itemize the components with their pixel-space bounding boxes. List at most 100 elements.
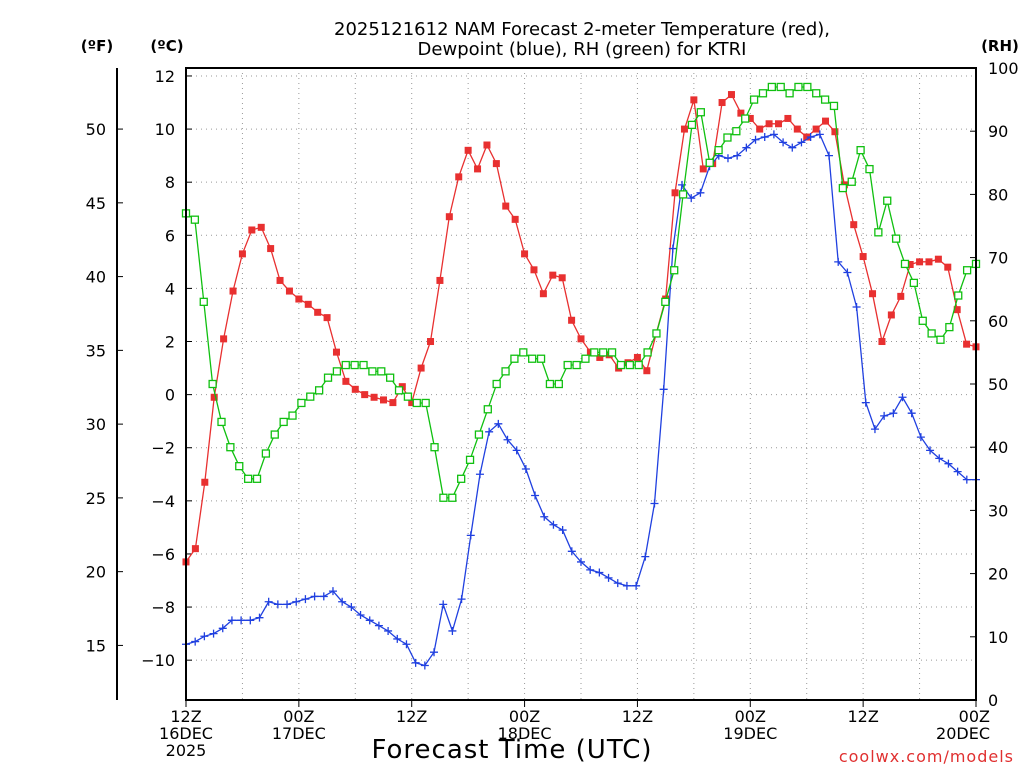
dewpoint-point (861, 398, 870, 407)
dewpoint-point (852, 302, 861, 311)
rh-point (962, 266, 972, 275)
dewpoint-point (604, 573, 613, 582)
temperature-point (831, 128, 839, 136)
rh-point (359, 360, 368, 370)
dewpoint-point (365, 616, 374, 625)
dewpoint-point (420, 661, 429, 670)
dewpoint-point (962, 475, 971, 484)
temperature-point (812, 125, 820, 133)
rh-point (954, 291, 963, 300)
plot-frame (185, 67, 977, 701)
temperature-point (530, 266, 538, 274)
rh-point (510, 354, 519, 363)
dewpoint-point (328, 587, 337, 596)
rh-point (758, 89, 768, 98)
temperature-point (257, 223, 265, 231)
celsius-tick-label: 10 (155, 120, 175, 139)
rh-unit-label: (RH) (981, 37, 1019, 55)
rh-point (465, 455, 475, 464)
dewpoint-point (723, 154, 732, 163)
dewpoint-point (338, 597, 347, 606)
dewpoint-point (825, 151, 834, 160)
dewpoint-point (870, 425, 879, 434)
rh-point (350, 360, 359, 370)
temperature-point (577, 335, 585, 343)
rh-tick-label: 80 (988, 185, 1008, 204)
rh-point (741, 114, 750, 123)
time-tick-label: 00Z (283, 707, 314, 726)
rh-point (536, 354, 546, 363)
rh-point (217, 417, 226, 427)
dewpoint-point (374, 621, 383, 630)
fahrenheit-tick-label: 30 (86, 415, 106, 434)
rh-point (368, 367, 377, 376)
celsius-tick-label: 4 (165, 279, 175, 298)
dewpoint-point (430, 648, 439, 657)
dewpoint-point (907, 409, 916, 418)
fahrenheit-tick-label: 25 (86, 489, 106, 508)
temperature-point (906, 261, 914, 269)
rh-tick-label: 60 (988, 312, 1008, 331)
rh-point (607, 348, 617, 357)
dewpoint-point (200, 632, 209, 641)
temperature-point (511, 215, 519, 223)
rh-point (341, 360, 350, 370)
dewpoint-point (935, 454, 944, 463)
temperature-point (859, 253, 867, 261)
temperature-point (370, 393, 378, 401)
rh-point (891, 234, 901, 243)
dewpoint-point (834, 257, 843, 266)
celsius-tick-label: 8 (165, 173, 175, 192)
rh-point (776, 82, 785, 92)
dewpoint-point (558, 526, 567, 535)
rh-tick-label: 40 (988, 438, 1008, 457)
fahrenheit-tick-label: 50 (86, 120, 106, 139)
fahrenheit-tick-label: 45 (86, 194, 106, 213)
rh-point (439, 493, 448, 502)
rh-series (181, 82, 981, 502)
rh-point (829, 101, 839, 111)
rh-point (261, 449, 271, 458)
temperature-point (521, 250, 529, 258)
dewpoint-point (439, 600, 448, 609)
rh-point (323, 373, 333, 382)
temperature-point (822, 117, 830, 125)
rh-point (687, 120, 697, 130)
dewpoint-point (292, 597, 301, 606)
rh-point (767, 82, 776, 92)
dewpoint-point (255, 613, 264, 622)
rh-point (590, 348, 599, 357)
rh-point (208, 379, 217, 389)
temperature-point (784, 114, 792, 122)
temperature-point (549, 271, 557, 279)
dewpoint-point (751, 135, 760, 144)
rh-point (714, 146, 723, 155)
temperature-point (756, 125, 764, 133)
rh-point (785, 89, 794, 98)
dewpoint-point (898, 393, 907, 402)
dewpoint-point (209, 629, 218, 638)
time-tick-label: 12Z (847, 707, 878, 726)
rh-point (936, 335, 945, 344)
temperature-point (361, 391, 369, 399)
rh-point (492, 379, 501, 389)
rh-point (794, 82, 803, 92)
temperature-point (445, 213, 453, 221)
dewpoint-point (494, 419, 503, 428)
rh-point (865, 164, 874, 174)
rh-point (386, 373, 395, 382)
time-tick-label: 18DEC (498, 724, 552, 743)
dewpoint-point (310, 592, 319, 601)
dewpoint-point (356, 611, 365, 620)
celsius-tick-label: 0 (165, 386, 175, 405)
time-tick-label: 00Z (735, 707, 766, 726)
dewpoint-point (916, 433, 925, 442)
dewpoint-point (622, 581, 631, 590)
celsius-tick-label: 6 (165, 226, 175, 245)
time-tick-label: 17DEC (272, 724, 326, 743)
rh-point (545, 379, 555, 389)
temperature-point (878, 338, 886, 346)
dewpoint-point (393, 634, 402, 643)
rh-point (394, 386, 404, 395)
dewpoint-point (457, 595, 466, 604)
